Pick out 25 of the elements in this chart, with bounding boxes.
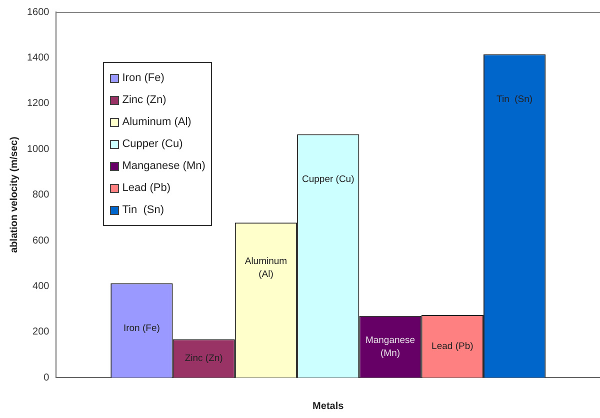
legend-label: Iron (Fe) [121,71,166,86]
y-tick-label: 1200 [26,98,50,110]
legend-label: Aluminum (Al) [121,115,192,130]
text: Aluminum (Al) [244,256,288,280]
y-tick-label: 200 [32,326,50,338]
text: Tin (Sn) [496,94,533,105]
y-tick-label: 400 [32,280,50,292]
legend-label: Cupper (Cu) [121,137,184,152]
y-tick-label: 800 [32,190,50,201]
text: Lead (Pb) [432,340,474,352]
text: Zinc (Zn) [184,353,223,364]
legend-label: Zinc (Zn) [121,93,168,108]
legend-label: Lead (Pb) [121,181,172,196]
legend-label: Manganese (Mn) [121,159,206,174]
y-tick-label: 1600 [26,6,50,18]
legend-label: Tin (Sn) [121,203,165,218]
x-axis-title: Metals [312,400,344,412]
y-axis-title: ablation velocity (m/sec) [8,136,20,253]
y-tick-label: 1400 [26,52,50,64]
text: Iron (Fe) [123,322,160,334]
y-tick-label: 1000 [26,144,50,155]
y-tick-label: 0 [44,372,50,384]
text: Manganese (Mn) [365,334,416,359]
text: Cupper (Cu) [302,174,354,185]
y-tick-label: 600 [32,235,50,246]
